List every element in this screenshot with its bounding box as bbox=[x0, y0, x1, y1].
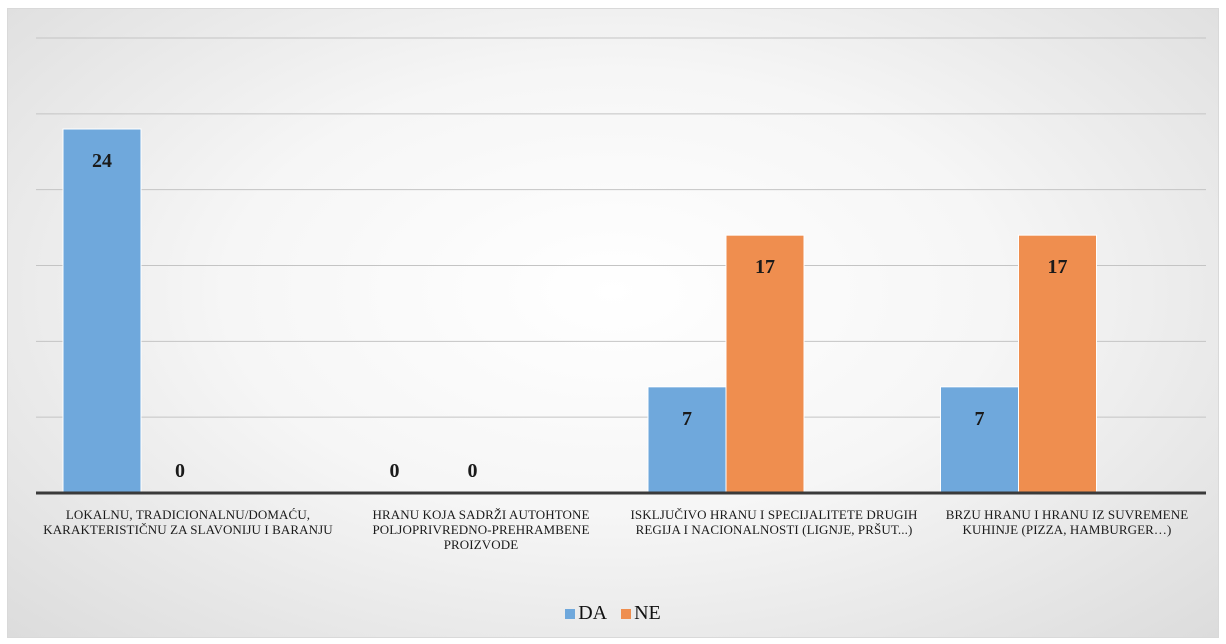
data-label-ne-4: 17 bbox=[1048, 256, 1068, 278]
chart-area bbox=[7, 8, 1219, 638]
legend: DA NE bbox=[0, 602, 1226, 625]
bar-ne-3 bbox=[725, 234, 805, 494]
legend-item-ne: NE bbox=[621, 602, 661, 625]
category-label-2: HRANU KOJA SADRŽI AUTOHTONE POLJOPRIVRED… bbox=[372, 507, 590, 552]
category-label-3: ISKLJUČIVO HRANU I SPECIJALITETE DRUGIH … bbox=[630, 507, 918, 537]
legend-swatch-ne bbox=[621, 608, 632, 619]
data-label-ne-2: 0 bbox=[468, 460, 478, 482]
category-label-1: LOKALNU, TRADICIONALNU/DOMAĆU, KARAKTERI… bbox=[43, 507, 333, 537]
bar-da-1 bbox=[62, 128, 142, 494]
bar-da-4 bbox=[940, 386, 1019, 494]
legend-swatch-da bbox=[565, 608, 576, 619]
data-label-da-4: 7 bbox=[975, 408, 985, 430]
data-label-ne-3: 17 bbox=[755, 256, 775, 278]
data-label-da-3: 7 bbox=[682, 408, 692, 430]
category-label-4: BRZU HRANU I HRANU IZ SUVREMENE KUHINJE … bbox=[945, 507, 1189, 537]
bar-ne-4 bbox=[1018, 234, 1097, 494]
legend-label-da: DA bbox=[578, 602, 608, 624]
data-label-da-1: 24 bbox=[92, 150, 112, 172]
legend-item-da: DA bbox=[565, 602, 607, 625]
bar-da-3 bbox=[647, 386, 727, 494]
data-label-da-2: 0 bbox=[390, 460, 400, 482]
data-label-ne-1: 0 bbox=[175, 460, 185, 482]
legend-label-ne: NE bbox=[634, 602, 661, 624]
